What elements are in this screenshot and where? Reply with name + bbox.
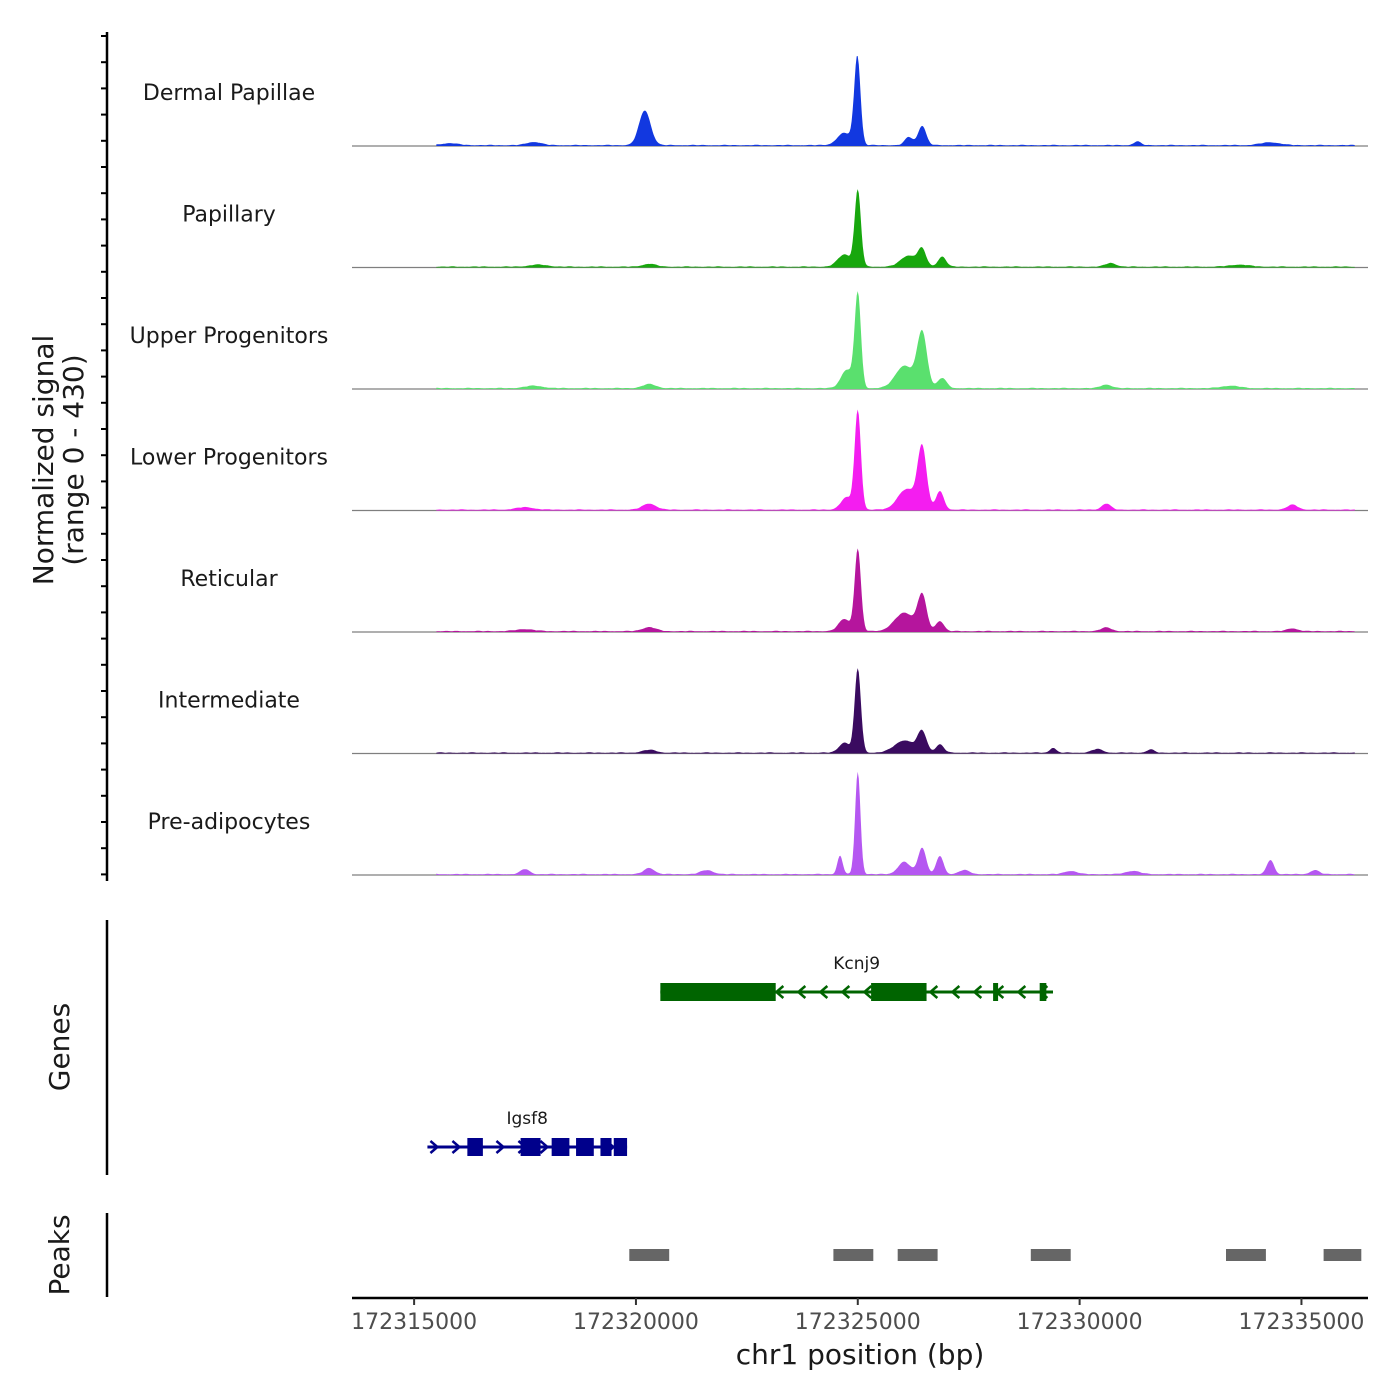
y-axis-title-line1: Normalized signal [27, 335, 60, 586]
track-signal-area [436, 409, 1355, 511]
track-lower-progenitors: Lower Progenitors [130, 409, 1368, 512]
x-tick-label: 172320000 [573, 1310, 699, 1335]
strand-arrow [950, 985, 961, 999]
genes-panel-title: Genes [43, 1003, 76, 1091]
track-signal-area [436, 548, 1355, 632]
gene-label: Kcnj9 [833, 954, 880, 974]
track-signal-area [436, 668, 1355, 754]
signal-tracks: Dermal Papillae Papillary Upper Progenitor… [130, 56, 1368, 876]
track-upper-progenitors: Upper Progenitors [130, 291, 1368, 390]
track-papillary: Papillary [182, 189, 1368, 269]
track-reticular: Reticular [180, 548, 1368, 633]
x-tick-label: 172315000 [351, 1310, 477, 1335]
strand-arrow [928, 985, 939, 999]
gene-kcnj9: Kcnj9 [660, 954, 1053, 1001]
strand-arrow [862, 985, 873, 999]
x-tick-label: 172330000 [1017, 1310, 1143, 1335]
strand-arrow [495, 1140, 506, 1154]
peak-region [1030, 1249, 1071, 1261]
strand-arrow [429, 1140, 440, 1154]
strand-arrow [796, 985, 807, 999]
track-signal-area [436, 56, 1355, 146]
gene-exon [613, 1138, 628, 1156]
y-axis-title-line2: (range 0 - 430) [57, 354, 90, 565]
strand-arrow [774, 985, 785, 999]
gene-exon [600, 1138, 612, 1156]
gene-exon [1039, 983, 1047, 1001]
peak-region [629, 1249, 670, 1261]
gene-exon [871, 983, 927, 1001]
gene-exon [551, 1138, 570, 1156]
x-axis-ticks: 172315000 172320000 172325000 172330000 1723… [351, 1298, 1364, 1335]
x-tick-label: 172335000 [1238, 1310, 1364, 1335]
signal-y-axis-ticks [101, 35, 107, 876]
strand-arrow [539, 1140, 550, 1154]
gene-annotations: Kcnj9 Igsf8 [427, 954, 1053, 1156]
strand-arrow [818, 985, 829, 999]
strand-arrow [451, 1140, 462, 1154]
track-label: Dermal Papillae [143, 81, 315, 106]
strand-arrow [972, 985, 983, 999]
strand-arrow [840, 985, 851, 999]
peak-region [833, 1249, 874, 1261]
gene-exon [467, 1138, 483, 1156]
track-label: Upper Progenitors [130, 324, 329, 349]
track-label: Reticular [180, 567, 278, 592]
gene-exon [993, 983, 999, 1001]
track-signal-area [436, 291, 1355, 389]
track-pre-adipocytes: Pre-adipocytes [148, 771, 1368, 876]
track-dermal-papillae: Dermal Papillae [143, 56, 1368, 147]
gene-exon [576, 1138, 594, 1156]
track-signal-area [436, 771, 1355, 875]
peak-region [897, 1249, 938, 1261]
peak-regions [629, 1249, 1362, 1261]
peak-region [1323, 1249, 1362, 1261]
gene-igsf8: Igsf8 [427, 1109, 628, 1156]
gene-label: Igsf8 [506, 1109, 547, 1129]
track-label: Lower Progenitors [130, 446, 328, 471]
gene-exon [520, 1138, 541, 1156]
gene-exon [660, 983, 776, 1001]
peaks-panel-title: Peaks [43, 1214, 76, 1295]
track-label: Intermediate [158, 689, 300, 714]
track-label: Pre-adipocytes [148, 810, 311, 835]
x-axis-title: chr1 position (bp) [736, 1338, 985, 1371]
track-signal-area [436, 189, 1355, 268]
x-tick-label: 172325000 [795, 1310, 921, 1335]
strand-arrow [1016, 985, 1027, 999]
track-label: Papillary [182, 203, 276, 228]
track-intermediate: Intermediate [158, 668, 1368, 755]
peak-region [1226, 1249, 1266, 1261]
